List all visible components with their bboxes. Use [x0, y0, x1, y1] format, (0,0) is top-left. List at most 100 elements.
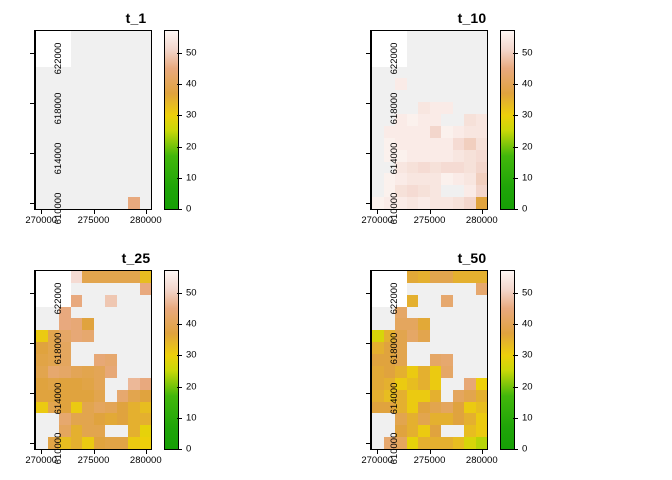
- raster-cell: [383, 78, 395, 91]
- raster-cell: [441, 413, 453, 426]
- raster-cell: [116, 78, 128, 91]
- raster-cell: [475, 425, 487, 438]
- raster-cell: [116, 282, 128, 295]
- raster-cell: [395, 125, 407, 138]
- raster-cell: [128, 437, 140, 449]
- legend-tick-label: 50: [186, 47, 197, 59]
- raster-cell: [372, 425, 384, 438]
- raster-cell: [452, 125, 464, 138]
- raster-cell: [464, 173, 476, 186]
- raster-cell: [418, 197, 430, 209]
- raster-cell: [418, 54, 430, 67]
- raster-cell: [418, 78, 430, 91]
- legend-tick: [513, 209, 518, 210]
- x-tick: [429, 210, 431, 214]
- y-tick-label: 610000: [53, 432, 65, 465]
- raster-cell: [36, 377, 48, 390]
- raster-cell: [441, 330, 453, 343]
- raster-cell: [93, 306, 105, 319]
- raster-cell: [475, 437, 487, 449]
- raster-cell: [406, 114, 418, 126]
- raster-cell: [105, 437, 117, 449]
- raster-cell: [406, 354, 418, 366]
- raster-cell: [452, 78, 464, 91]
- raster-cell: [406, 330, 418, 343]
- raster-cell: [452, 173, 464, 186]
- raster-cell: [93, 125, 105, 138]
- raster-cell: [47, 125, 59, 138]
- raster-cell: [429, 78, 441, 91]
- raster-cell: [59, 137, 71, 150]
- x-tick-label: 270000: [25, 455, 58, 466]
- raster-cell: [70, 318, 82, 331]
- raster-cell: [36, 330, 48, 343]
- raster-cell: [395, 294, 407, 307]
- raster-cell: [418, 185, 430, 198]
- raster-cell: [36, 271, 48, 283]
- raster-cell: [105, 102, 117, 115]
- raster-cell: [82, 282, 94, 295]
- raster-cell: [441, 294, 453, 307]
- raster-cell: [452, 377, 464, 390]
- raster-cell: [395, 197, 407, 209]
- raster-cell: [36, 78, 48, 91]
- x-tick: [429, 450, 431, 454]
- raster-cell: [105, 271, 117, 283]
- raster-cell: [128, 90, 140, 103]
- raster-cell: [93, 354, 105, 366]
- raster-cell: [441, 401, 453, 414]
- raster-cell: [395, 282, 407, 295]
- raster-cell: [93, 389, 105, 402]
- legend-tick-label: 10: [186, 412, 197, 424]
- raster-cell: [441, 90, 453, 103]
- raster-cell: [475, 31, 487, 43]
- raster-cell: [452, 282, 464, 295]
- raster-cell: [372, 66, 384, 79]
- raster-cell: [383, 318, 395, 331]
- raster-cell: [395, 401, 407, 414]
- raster-cell: [139, 306, 151, 319]
- raster-cell: [418, 330, 430, 343]
- legend-tick-label: 30: [522, 109, 533, 121]
- raster-cell: [406, 149, 418, 162]
- raster-cell: [139, 149, 151, 162]
- legend-tick-label: 50: [186, 287, 197, 299]
- raster-cell: [70, 306, 82, 319]
- raster-cell: [475, 318, 487, 331]
- raster-cell: [406, 294, 418, 307]
- legend-tick-label: 0: [522, 443, 528, 455]
- raster-cell: [93, 31, 105, 43]
- raster-cell: [139, 90, 151, 103]
- raster-cell: [36, 354, 48, 366]
- raster-cell: [383, 365, 395, 378]
- raster-cell: [406, 137, 418, 150]
- raster-cell: [59, 149, 71, 162]
- raster-cell: [82, 413, 94, 426]
- raster-cell: [70, 125, 82, 138]
- raster-cell: [128, 342, 140, 355]
- raster-cell: [429, 161, 441, 174]
- raster-cell: [105, 31, 117, 43]
- raster-cell: [383, 354, 395, 366]
- raster-cell: [441, 377, 453, 390]
- raster-cell: [406, 78, 418, 91]
- raster-cell: [105, 342, 117, 355]
- raster-cell: [105, 318, 117, 331]
- legend-tick: [513, 177, 518, 179]
- raster-cell: [429, 425, 441, 438]
- raster-cell: [82, 197, 94, 209]
- panel-t_1: t_1 270000 275000 280000 610000 614000 618000 6…: [0, 0, 336, 240]
- raster-cell: [383, 125, 395, 138]
- raster-cell: [429, 377, 441, 390]
- x-tick: [481, 210, 483, 214]
- raster-cell: [383, 31, 395, 43]
- raster-cell: [59, 54, 71, 67]
- raster-cell: [395, 425, 407, 438]
- raster-cell: [418, 66, 430, 79]
- raster-cell: [372, 137, 384, 150]
- raster-cell: [452, 185, 464, 198]
- raster-cell: [429, 54, 441, 67]
- raster-cell: [36, 306, 48, 319]
- raster-cell: [59, 78, 71, 91]
- raster-cell: [36, 425, 48, 438]
